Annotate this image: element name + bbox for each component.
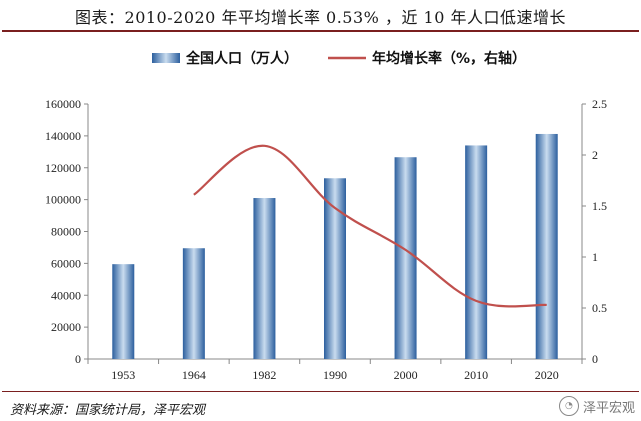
population-bar bbox=[394, 157, 417, 359]
x-tick-label: 1964 bbox=[182, 368, 206, 382]
y-right-tick-label: 2.5 bbox=[592, 97, 607, 111]
y-left-tick-label: 0 bbox=[75, 352, 81, 366]
source-note: 资料来源：国家统计局，泽平宏观 bbox=[10, 403, 206, 418]
legend-label-growth-rate: 年均增长率（%，右轴） bbox=[372, 50, 526, 67]
watermark: ◔ 泽平宏观 bbox=[558, 396, 635, 416]
population-bar bbox=[324, 178, 346, 359]
footer-divider bbox=[2, 391, 639, 392]
chart-title: 图表：2010-2020 年平均增长率 0.53% ，近 10 年人口低速增长 bbox=[75, 8, 566, 27]
x-tick-label: 1990 bbox=[323, 368, 347, 382]
population-chart: 全国人口（万人） 年均增长率（%，右轴） 0200004000060000800… bbox=[45, 50, 607, 382]
y-right-tick-label: 1 bbox=[592, 250, 598, 264]
y-right-tick-label: 0.5 bbox=[592, 301, 607, 315]
legend-bar-swatch bbox=[152, 53, 180, 63]
line-series bbox=[193, 144, 547, 308]
y-right-tick-label: 1.5 bbox=[592, 199, 607, 213]
y-left-tick-label: 80000 bbox=[51, 225, 81, 239]
population-bar bbox=[253, 198, 276, 359]
watermark-text: 泽平宏观 bbox=[582, 400, 635, 416]
y-left-tick-label: 60000 bbox=[51, 256, 81, 270]
x-tick-label: 2000 bbox=[394, 368, 418, 382]
population-bar bbox=[535, 133, 558, 359]
chart-legend: 全国人口（万人） 年均增长率（%，右轴） bbox=[152, 50, 526, 67]
y-left-tick-label: 20000 bbox=[51, 320, 81, 334]
y-left-tick-label: 160000 bbox=[45, 97, 81, 111]
wechat-icon: ◔ bbox=[558, 396, 579, 416]
bar-series bbox=[112, 133, 558, 359]
x-tick-label: 2020 bbox=[535, 368, 559, 382]
y-left-tick-label: 40000 bbox=[51, 288, 81, 302]
title-divider bbox=[2, 30, 639, 32]
population-bar bbox=[112, 264, 135, 359]
growth-rate-line bbox=[193, 144, 547, 308]
x-tick-label: 1953 bbox=[111, 368, 135, 382]
y-right-tick-label: 0 bbox=[592, 352, 598, 366]
y-left-tick-label: 120000 bbox=[45, 161, 81, 175]
axes: 0200004000060000800001000001200001400001… bbox=[45, 97, 607, 382]
population-bar bbox=[182, 248, 205, 359]
y-right-tick-label: 2 bbox=[592, 148, 598, 162]
y-left-tick-label: 140000 bbox=[45, 129, 81, 143]
x-tick-label: 1982 bbox=[252, 368, 276, 382]
legend-label-population: 全国人口（万人） bbox=[185, 50, 298, 67]
population-bar bbox=[465, 145, 488, 359]
x-tick-label: 2010 bbox=[464, 368, 488, 382]
y-left-tick-label: 100000 bbox=[45, 193, 81, 207]
